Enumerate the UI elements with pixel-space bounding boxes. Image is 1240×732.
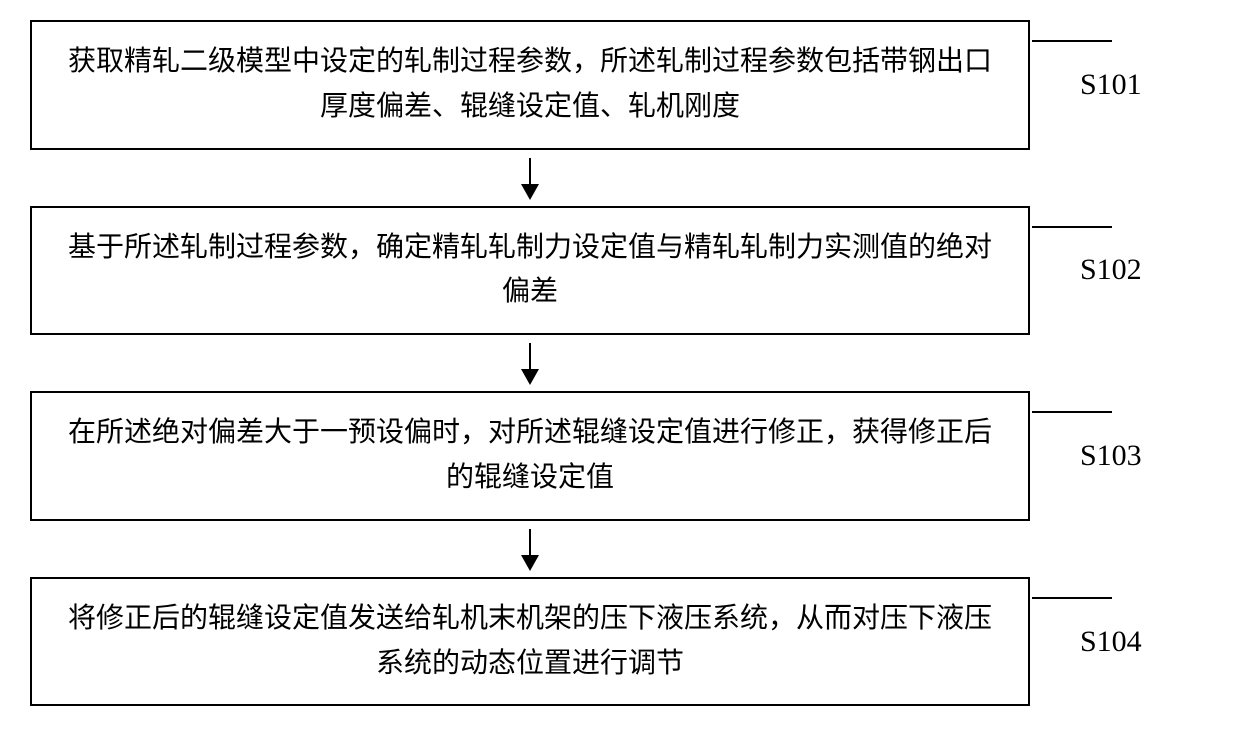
step-text-2: 基于所述轧制过程参数，确定精轧轧制力设定值与精轧轧制力实测值的绝对偏差 [68,232,992,308]
step-label-3: S103 [1080,439,1142,473]
step-row-2: 基于所述轧制过程参数，确定精轧轧制力设定值与精轧轧制力实测值的绝对偏差 S102 [30,206,1210,336]
step-label-2: S102 [1080,253,1142,287]
leader-line-4 [1032,597,1112,599]
arrow-3 [529,529,531,569]
step-box-2: 基于所述轧制过程参数，确定精轧轧制力设定值与精轧轧制力实测值的绝对偏差 [30,206,1030,336]
leader-line-2 [1032,226,1112,228]
arrow-1 [529,158,531,198]
arrow-container-3 [30,521,1030,577]
step-text-4: 将修正后的辊缝设定值发送给轧机末机架的压下液压系统，从而对压下液压系统的动态位置… [68,603,992,679]
leader-line-3 [1032,411,1112,413]
arrow-2 [529,343,531,383]
step-box-4: 将修正后的辊缝设定值发送给轧机末机架的压下液压系统，从而对压下液压系统的动态位置… [30,577,1030,707]
step-row-4: 将修正后的辊缝设定值发送给轧机末机架的压下液压系统，从而对压下液压系统的动态位置… [30,577,1210,707]
step-box-1: 获取精轧二级模型中设定的轧制过程参数，所述轧制过程参数包括带钢出口厚度偏差、辊缝… [30,20,1030,150]
flowchart-container: 获取精轧二级模型中设定的轧制过程参数，所述轧制过程参数包括带钢出口厚度偏差、辊缝… [30,20,1210,706]
step-label-4: S104 [1080,625,1142,659]
step-row-1: 获取精轧二级模型中设定的轧制过程参数，所述轧制过程参数包括带钢出口厚度偏差、辊缝… [30,20,1210,150]
step-box-3: 在所述绝对偏差大于一预设偏时，对所述辊缝设定值进行修正，获得修正后的辊缝设定值 [30,391,1030,521]
arrow-container-2 [30,335,1030,391]
step-row-3: 在所述绝对偏差大于一预设偏时，对所述辊缝设定值进行修正，获得修正后的辊缝设定值 … [30,391,1210,521]
step-text-3: 在所述绝对偏差大于一预设偏时，对所述辊缝设定值进行修正，获得修正后的辊缝设定值 [68,417,992,493]
step-label-1: S101 [1080,68,1142,102]
step-text-1: 获取精轧二级模型中设定的轧制过程参数，所述轧制过程参数包括带钢出口厚度偏差、辊缝… [68,46,992,122]
leader-line-1 [1032,40,1112,42]
arrow-container-1 [30,150,1030,206]
